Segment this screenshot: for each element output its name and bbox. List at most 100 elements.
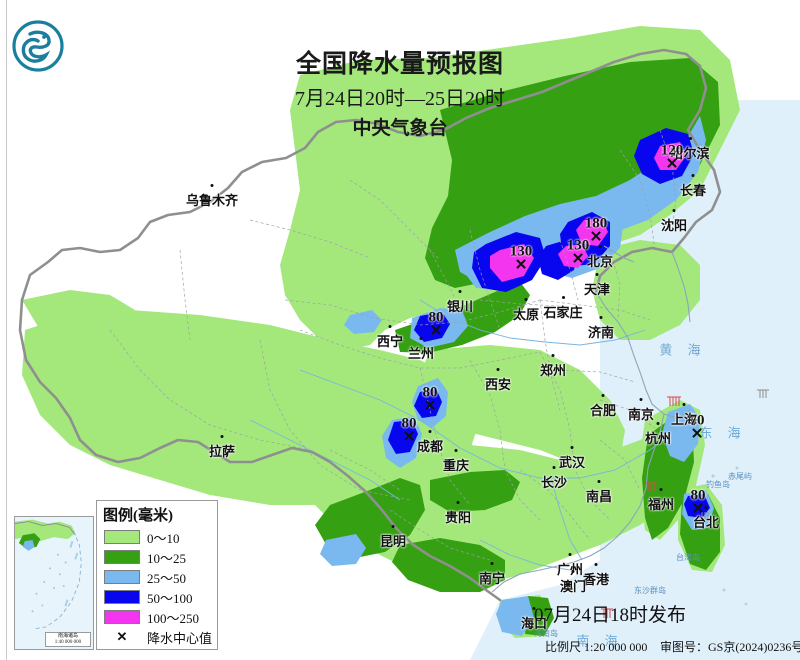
- city-label-9: 西安: [485, 368, 511, 393]
- city-label-24: 澳门: [560, 570, 586, 595]
- legend-label-3: 50～100: [147, 590, 193, 606]
- city-label-16: 长沙: [541, 466, 567, 491]
- city-dot-icon: [601, 394, 605, 397]
- city-dot-icon: [597, 480, 601, 483]
- city-label-0: 乌鲁木齐: [186, 184, 238, 209]
- city-dot-icon: [594, 563, 598, 566]
- city-label-6: 石家庄: [543, 296, 583, 321]
- city-label-5: 太原: [513, 298, 539, 323]
- city-label-17: 重庆: [443, 449, 469, 474]
- legend-swatch-2: [104, 570, 140, 584]
- city-label-26: 福州: [648, 488, 674, 513]
- city-dot-icon: [524, 298, 528, 301]
- issuing-organization: 中央气象台: [352, 118, 448, 139]
- city-label-13: 杭州: [645, 422, 671, 447]
- city-dot-icon: [704, 506, 708, 509]
- city-label-28: 沈阳: [661, 209, 687, 234]
- forecast-period: 7月24日20时—25日20时: [295, 88, 505, 110]
- legend-label-0: 0～10: [147, 530, 180, 546]
- map-approval-number: 审图号：GS京(2024)0236号: [660, 640, 800, 654]
- city-label-22: 广州: [557, 553, 583, 578]
- island-label-1: 海南岛: [534, 629, 558, 638]
- city-dot-icon: [220, 435, 224, 438]
- city-label-10: 合肥: [590, 394, 616, 419]
- island-marks: [711, 466, 748, 606]
- inset-name: 南海诸岛: [57, 634, 78, 639]
- city-label-3: 兰州: [408, 337, 434, 362]
- city-dot-icon: [595, 273, 599, 276]
- inset-scale: 南海诸岛 1:40 000 000: [45, 632, 91, 647]
- south-china-sea-inset: 南海诸岛 1:40 000 000: [14, 516, 94, 650]
- city-label-18: 成都: [417, 430, 443, 455]
- left-border-rule: [6, 0, 7, 660]
- legend-label-1: 10～25: [147, 550, 187, 566]
- page-title: 全国降水量预报图: [295, 51, 504, 78]
- city-label-30: 哈尔滨: [670, 137, 710, 162]
- city-label-27: 台北: [693, 506, 719, 531]
- legend-row-1: 10～25: [104, 547, 217, 567]
- city-dot-icon: [688, 137, 692, 140]
- city-label-7: 济南: [588, 316, 614, 341]
- city-label-14: 武汉: [559, 446, 585, 471]
- national-border: [18, 48, 722, 602]
- city-label-8: 郑州: [540, 354, 566, 379]
- legend-title: 图例(毫米): [103, 508, 173, 524]
- city-dot-icon: [598, 245, 602, 248]
- city-dot-icon: [532, 607, 536, 610]
- legend-row-center-marker: ✕ 降水中心值: [104, 627, 217, 647]
- city-dot-icon: [656, 422, 660, 425]
- coastal-hatch-marks-grey: [701, 389, 769, 520]
- city-dot-icon: [561, 296, 565, 299]
- release-time: 07月24日18时发布: [533, 605, 687, 626]
- island-label-0: 台湾岛: [676, 553, 700, 562]
- city-dot-icon: [551, 354, 555, 357]
- city-label-31: 北京: [587, 245, 613, 270]
- city-dot-icon: [552, 466, 556, 469]
- city-dot-icon: [428, 430, 432, 433]
- inset-map: [15, 517, 93, 649]
- rivers: [249, 299, 679, 571]
- city-dot-icon: [659, 488, 663, 491]
- legend: 图例(毫米) 0～10 10～25 25～50 50～100 100～250 ✕ 降水中…: [96, 500, 218, 650]
- city-dot-icon: [568, 553, 572, 556]
- city-dot-icon: [454, 449, 458, 452]
- city-label-29: 长春: [680, 174, 706, 199]
- city-dot-icon: [691, 174, 695, 177]
- precip-band-100-250: [490, 142, 686, 282]
- sea-label-2: 南 海: [576, 633, 624, 649]
- city-dot-icon: [682, 403, 686, 406]
- city-label-11: 南京: [628, 398, 654, 423]
- city-dot-icon: [456, 501, 460, 504]
- city-label-32: 天津: [584, 273, 610, 298]
- island-label-2: 钓鱼岛: [706, 480, 730, 489]
- city-label-2: 西宁: [377, 325, 403, 350]
- city-dot-icon: [496, 368, 500, 371]
- city-label-1: 拉萨: [209, 435, 235, 460]
- legend-row-2: 25～50: [104, 567, 217, 587]
- city-dot-icon: [458, 290, 462, 293]
- city-label-19: 贵阳: [445, 501, 471, 526]
- city-dot-icon: [388, 325, 392, 328]
- city-dot-icon: [599, 316, 603, 319]
- city-dot-icon: [210, 184, 214, 187]
- sea-label-1: 东 海: [699, 425, 747, 441]
- city-label-21: 南宁: [479, 562, 505, 587]
- city-label-23: 香港: [583, 563, 609, 588]
- city-label-12: 上海: [671, 403, 697, 428]
- legend-label-4: 100～250: [147, 610, 200, 626]
- cma-dragon-logo-icon: [12, 20, 64, 72]
- legend-label-2: 25～50: [147, 570, 187, 586]
- city-dot-icon: [639, 398, 643, 401]
- sea-label-0: 黄 海: [659, 342, 707, 358]
- inset-scale-value: 1:40 000 000: [54, 640, 82, 645]
- coastal-hatch-marks: [601, 396, 681, 618]
- legend-rows: 0～10 10～25 25～50 50～100 100～250: [97, 527, 217, 627]
- legend-swatch-0: [104, 530, 140, 544]
- city-dot-icon: [672, 209, 676, 212]
- coastline: [491, 245, 691, 593]
- city-label-20: 昆明: [380, 525, 406, 550]
- legend-swatch-3: [104, 590, 140, 604]
- precip-band-50-100: [388, 128, 710, 518]
